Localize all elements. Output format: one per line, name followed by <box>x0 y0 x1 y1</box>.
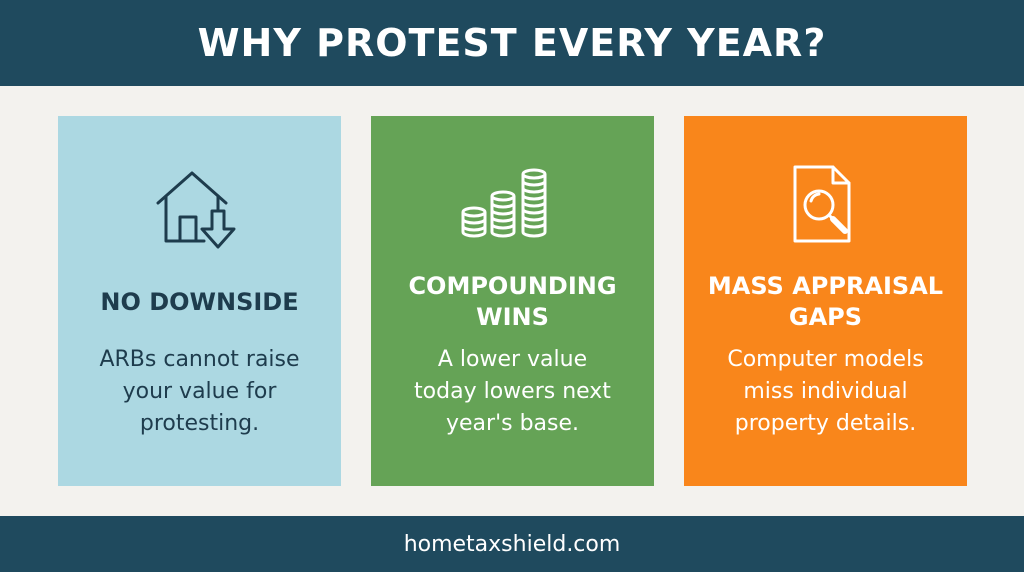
card-title: NO DOWNSIDE <box>68 272 331 332</box>
card-body-line: protesting. <box>139 411 260 436</box>
footer-banner: hometaxshield.com <box>0 516 1024 572</box>
card-no-downside: NO DOWNSIDE ARBs cannot raise your value… <box>58 116 341 486</box>
card-title: MASS APPRAISAL GAPS <box>694 272 957 332</box>
card-body: A lower value today lowers next year's b… <box>389 344 636 440</box>
card-body-line: property details. <box>734 411 917 436</box>
card-body-line: Computer models <box>727 347 924 372</box>
card-body-line: A lower value <box>437 347 588 372</box>
house-down-arrow-icon <box>58 156 341 256</box>
card-title-line: NO DOWNSIDE <box>100 287 299 316</box>
card-body: ARBs cannot raise your value for protest… <box>76 344 323 440</box>
card-compounding-wins: COMPOUNDING WINS A lower value today low… <box>371 116 654 486</box>
card-title-line: WINS <box>476 303 549 331</box>
card-body-line: ARBs cannot raise <box>99 347 300 372</box>
card-body-line: year's base. <box>445 411 580 436</box>
card-body: Computer models miss individual property… <box>702 344 949 440</box>
card-title-line: MASS APPRAISAL <box>707 272 944 300</box>
website-link[interactable]: hometaxshield.com <box>403 531 621 557</box>
page-title: WHY PROTEST EVERY YEAR? <box>197 21 827 65</box>
card-mass-appraisal-gaps: MASS APPRAISAL GAPS Computer models miss… <box>684 116 967 486</box>
card-title: COMPOUNDING WINS <box>381 272 644 332</box>
coin-stacks-icon <box>371 156 654 256</box>
card-body-line: your value for <box>122 379 277 404</box>
card-title-line: COMPOUNDING <box>408 272 617 300</box>
card-title-line: GAPS <box>788 303 863 331</box>
card-body-line: today lowers next <box>414 379 611 404</box>
header-banner: WHY PROTEST EVERY YEAR? <box>0 0 1024 86</box>
card-body-line: miss individual <box>743 379 908 404</box>
document-magnifier-icon <box>684 156 967 256</box>
